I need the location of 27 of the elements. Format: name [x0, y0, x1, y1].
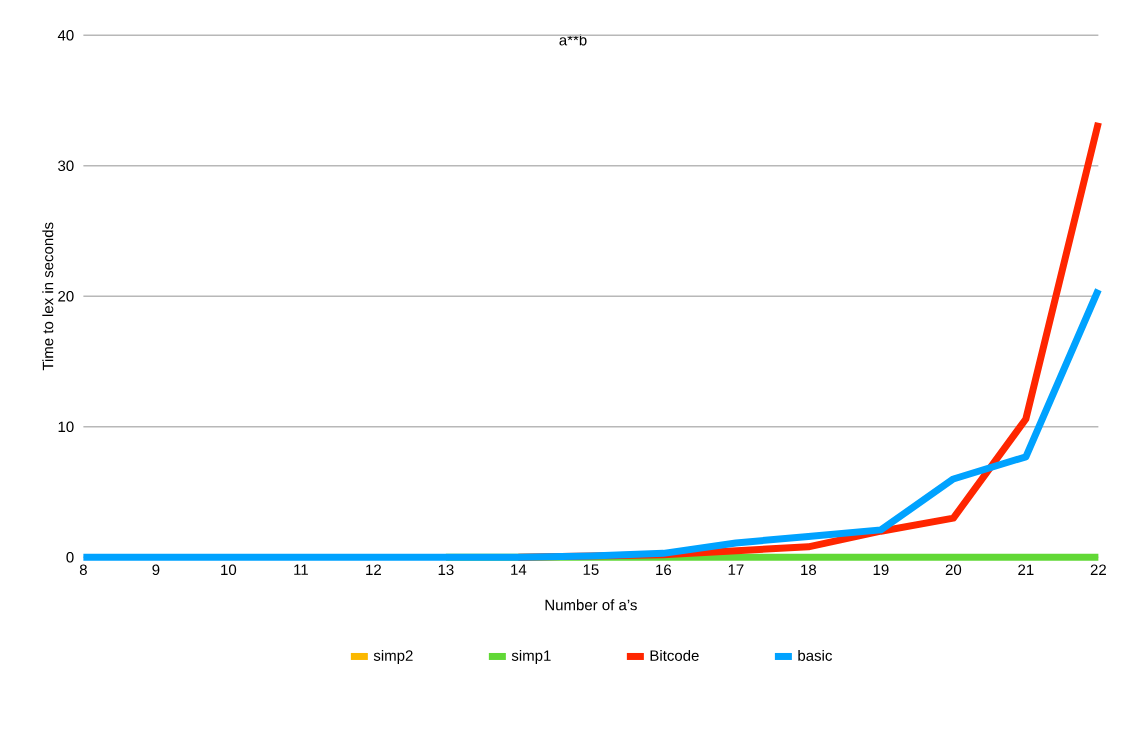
x-tick-label: 12	[366, 564, 381, 575]
y-axis-title: Time to lex in seconds	[42, 222, 54, 371]
x-tick-label: 14	[511, 564, 527, 575]
x-tick-label: 9	[152, 564, 160, 576]
x-tick-label: 10	[221, 564, 237, 576]
legend-label: basic	[798, 649, 832, 661]
x-tick-label: 20	[945, 564, 962, 576]
chart-title: a**b	[559, 34, 587, 46]
x-tick-label: 19	[873, 564, 889, 576]
x-tick-label: 11	[294, 564, 308, 575]
y-tick-label: 20	[58, 290, 74, 302]
x-tick-label: 13	[438, 564, 454, 576]
legend-label: simp1	[511, 649, 551, 664]
x-tick-label: 21	[1018, 564, 1034, 575]
legend-label: Bitcode	[650, 649, 699, 661]
y-tick-label: 40	[57, 29, 74, 41]
x-tick-label: 18	[801, 564, 817, 576]
x-tick-label: 8	[79, 564, 87, 576]
x-tick-label: 15	[583, 564, 599, 575]
y-tick-label: 0	[66, 551, 74, 563]
legend-label: simp2	[373, 649, 413, 664]
x-tick-label: 22	[1090, 564, 1106, 575]
y-tick-label: 10	[58, 421, 74, 433]
x-tick-label: 17	[728, 564, 744, 575]
x-axis-title: Number of a’s	[545, 599, 637, 611]
x-tick-label: 16	[656, 564, 672, 576]
y-tick-label: 30	[58, 160, 74, 172]
